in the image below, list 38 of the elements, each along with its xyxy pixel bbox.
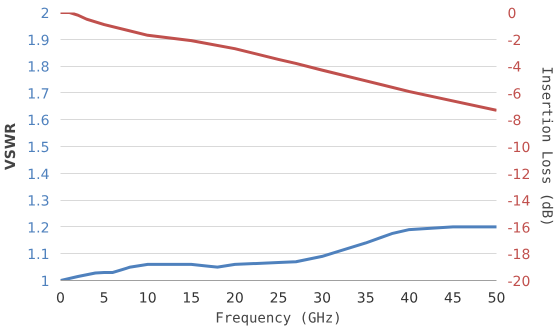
x-tick-label: 30	[313, 290, 332, 306]
x-tick-label: 10	[138, 290, 157, 306]
y-tick-label: 2	[40, 6, 50, 22]
y-axis-title: VSWR	[3, 122, 20, 170]
y-tick-label: 1.2	[27, 220, 50, 236]
y-tick-label: 1.5	[27, 140, 50, 156]
y2-tick-label: -18	[508, 247, 530, 264]
y2-tick-label: -12	[508, 166, 530, 183]
y-tick-label: 1	[40, 274, 50, 290]
x-tick-label: 15	[182, 290, 200, 306]
x-tick-label: 20	[226, 290, 244, 306]
y2-tick-label: -16	[508, 220, 530, 236]
x-tick-label: 0	[56, 290, 65, 306]
y2-tick-label: -6	[508, 86, 522, 102]
y2-tick-label: 0	[508, 6, 516, 22]
x-axis-title: Frequency (GHz)	[215, 310, 342, 326]
y2-tick-label: -4	[508, 60, 522, 76]
y2-tick-label: -14	[508, 194, 530, 210]
y-tick-label: 1.9	[27, 32, 50, 49]
y-tick-label: 1.8	[27, 60, 50, 76]
x-tick-label: 45	[444, 290, 462, 306]
y2-tick-label: -8	[508, 113, 522, 130]
y-tick-label: 1.7	[27, 86, 50, 102]
y-tick-label: 1.3	[27, 194, 50, 210]
x-tick-label: 35	[356, 290, 375, 306]
x-tick-label: 25	[270, 290, 288, 306]
y-tick-label: 1.4	[27, 166, 50, 183]
line-series	[60, 225, 496, 280]
y2-axis-title: Insertion Loss (dB)	[538, 66, 554, 227]
line-series	[60, 12, 496, 112]
x-tick-label: 5	[100, 290, 109, 306]
y2-tick-label: -10	[508, 140, 530, 156]
y2-tick-label: -2	[508, 32, 522, 49]
y-tick-label: 1.1	[27, 247, 50, 264]
y-tick-label: 1.6	[27, 113, 50, 130]
x-tick-label: 40	[400, 290, 418, 306]
y2-tick-label: -20	[508, 274, 530, 290]
x-tick-label: 50	[488, 290, 506, 306]
